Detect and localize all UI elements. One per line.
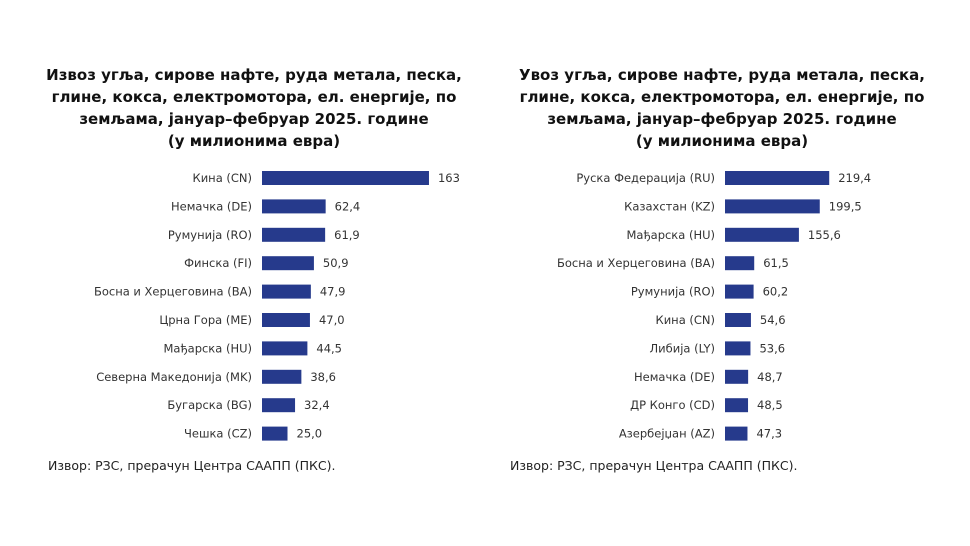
export-title-line-1: Извоз угља, сирове нафте, руда метала, п… [46, 66, 462, 84]
export-value-label: 47,9 [320, 285, 346, 299]
export-bar [262, 426, 288, 441]
import-title-line-4: (у милионима евра) [635, 132, 809, 150]
import-title-line-1: Увоз угља, сирове нафте, руда метала, пе… [519, 66, 925, 84]
export-value-label: 61,9 [334, 228, 360, 242]
export-value-label: 25,0 [297, 427, 323, 441]
import-bar [725, 369, 749, 384]
import-category-label: Босна и Херцеговина (BA) [557, 256, 715, 270]
export-bar [262, 313, 310, 327]
import-category-label: Либија (LY) [650, 341, 715, 355]
import-bar [725, 426, 748, 441]
import-bar [725, 284, 754, 299]
import-bar-chart: Руска Федерација (RU) 219,4 Казахстан (KZ)… [557, 171, 871, 441]
export-bar [262, 369, 302, 384]
import-category-label: Немачка (DE) [634, 370, 715, 384]
export-bar [262, 256, 314, 271]
export-category-label: Мађарска (HU) [163, 341, 252, 355]
import-value-label: 155,6 [808, 228, 841, 242]
export-title-line-2: глине, кокса, електромотора, ел. енергиј… [51, 88, 457, 106]
export-bar [262, 341, 308, 356]
import-category-label: Румунија (RO) [631, 285, 715, 299]
import-value-label: 60,2 [763, 285, 789, 299]
import-title-line-3: земљама, јануар–фебруар 2025. године [547, 110, 897, 128]
export-bar [262, 284, 311, 299]
export-value-label: 163,7 [438, 171, 460, 185]
export-value-label: 38,6 [310, 370, 336, 384]
import-value-label: 48,7 [757, 370, 783, 384]
export-bar [262, 199, 326, 214]
import-chart-title: Увоз угља, сирове нафте, руда метала, пе… [492, 64, 952, 152]
export-value-label: 47,0 [319, 313, 345, 327]
export-category-label: Немачка (DE) [171, 199, 252, 213]
import-bar [725, 398, 749, 413]
export-title-line-3: земљама, јануар–фебруар 2025. године [79, 110, 429, 128]
import-value-label: 53,6 [759, 341, 785, 355]
export-category-label: Босна и Херцеговина (BA) [94, 285, 252, 299]
import-bar [725, 171, 830, 185]
export-bar [262, 227, 326, 242]
import-bar [725, 313, 751, 327]
export-bar-chart: Кина (CN) 163,7 Немачка (DE) 62,4 Румунија (… [94, 171, 460, 441]
import-source-note: Извор: РЗС, прерачун Центра СААПП (ПКС). [510, 458, 798, 473]
import-bar [725, 199, 820, 214]
export-chart-title: Извоз угља, сирове нафте, руда метала, п… [24, 64, 484, 152]
import-value-label: 54,6 [760, 313, 786, 327]
import-value-label: 199,5 [829, 199, 862, 213]
import-value-label: 61,5 [763, 256, 789, 270]
export-source-note: Извор: РЗС, прерачун Центра СААПП (ПКС). [48, 458, 336, 473]
export-panel: Извоз угља, сирове нафте, руда метала, п… [0, 0, 462, 546]
export-bar [262, 398, 296, 413]
export-category-label: Финска (FI) [184, 256, 252, 270]
export-category-label: Чешка (CZ) [184, 427, 252, 441]
export-category-label: Кина (CN) [193, 171, 252, 185]
export-category-label: Бугарска (BG) [167, 398, 252, 412]
import-category-label: Казахстан (KZ) [624, 199, 715, 213]
import-category-label: Мађарска (HU) [626, 228, 715, 242]
import-value-label: 219,4 [838, 171, 871, 185]
export-value-label: 44,5 [316, 341, 342, 355]
export-title-line-4: (у милионима евра) [167, 132, 341, 150]
import-value-label: 47,3 [756, 427, 782, 441]
export-category-label: Румунија (RO) [168, 228, 252, 242]
import-panel: Увоз угља, сирове нафте, руда метала, пе… [480, 0, 940, 546]
export-category-label: Црна Гора (ME) [159, 313, 252, 327]
import-title-line-2: глине, кокса, електромотора, ел. енергиј… [519, 88, 925, 106]
import-bar [725, 256, 755, 271]
import-category-label: Азербејџан (AZ) [619, 427, 715, 441]
export-value-label: 32,4 [304, 398, 330, 412]
import-bar [725, 227, 799, 242]
export-value-label: 50,9 [323, 256, 349, 270]
import-category-label: Руска Федерација (RU) [576, 171, 715, 185]
import-category-label: Кина (CN) [656, 313, 715, 327]
export-bar [262, 171, 429, 185]
export-value-label: 62,4 [335, 199, 361, 213]
export-category-label: Северна Македонија (MK) [96, 370, 252, 384]
import-bar [725, 341, 751, 356]
import-value-label: 48,5 [757, 398, 783, 412]
import-category-label: ДР Конго (CD) [630, 398, 715, 412]
